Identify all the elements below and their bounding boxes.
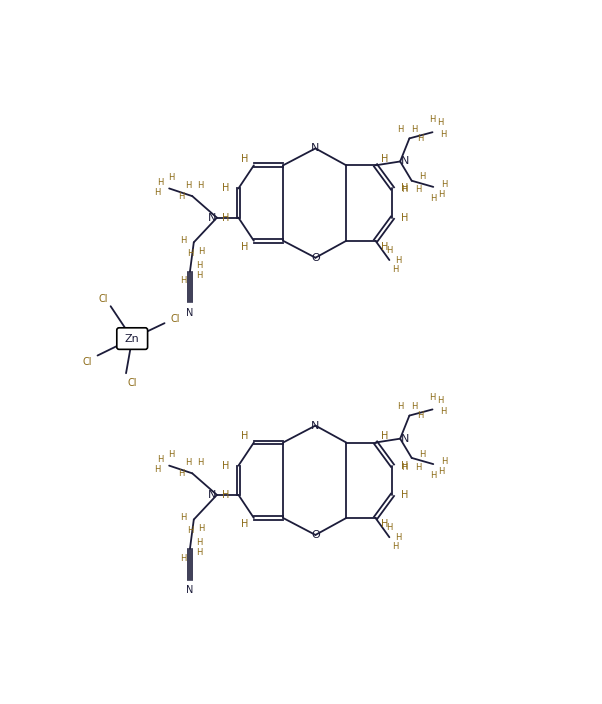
Text: N: N (311, 420, 320, 431)
Text: H: H (396, 533, 402, 542)
Text: H: H (420, 172, 426, 182)
Text: H: H (185, 181, 191, 190)
Text: H: H (181, 277, 187, 285)
Text: H: H (438, 190, 444, 199)
Text: H: H (180, 513, 186, 522)
Text: H: H (178, 469, 185, 478)
Text: H: H (241, 432, 248, 441)
Text: N: N (186, 308, 194, 318)
Text: H: H (223, 184, 230, 194)
Text: H: H (437, 118, 444, 127)
Text: H: H (386, 246, 393, 255)
Text: H: H (401, 184, 409, 194)
Text: H: H (169, 173, 175, 182)
Text: H: H (411, 402, 417, 411)
Text: Zn: Zn (125, 334, 140, 344)
Text: H: H (440, 130, 447, 139)
Text: N: N (400, 156, 409, 166)
Text: Cl: Cl (98, 294, 108, 303)
Text: H: H (397, 125, 403, 134)
Text: H: H (401, 490, 409, 500)
Text: H: H (401, 463, 407, 472)
Text: H: H (223, 460, 230, 471)
Text: H: H (381, 154, 388, 164)
Text: H: H (198, 247, 205, 256)
Text: H: H (196, 548, 202, 557)
Text: Cl: Cl (128, 378, 137, 388)
Text: H: H (155, 188, 161, 197)
Text: H: H (429, 393, 436, 401)
Text: H: H (386, 523, 393, 532)
Text: H: H (155, 465, 161, 474)
Text: N: N (400, 434, 409, 444)
Text: Cl: Cl (170, 314, 180, 325)
Text: H: H (197, 181, 203, 190)
Text: H: H (393, 265, 399, 274)
Text: O: O (311, 253, 320, 263)
Text: N: N (186, 585, 194, 596)
Text: H: H (187, 526, 193, 535)
Text: H: H (187, 249, 193, 258)
Text: H: H (420, 450, 426, 458)
Text: H: H (241, 519, 248, 529)
Text: H: H (181, 553, 187, 562)
Text: H: H (381, 519, 388, 529)
Text: N: N (208, 490, 217, 500)
Text: H: H (241, 242, 248, 252)
Text: H: H (178, 191, 185, 201)
Text: H: H (241, 154, 248, 164)
Text: H: H (438, 467, 444, 477)
Text: H: H (197, 458, 203, 467)
Text: H: H (440, 407, 447, 416)
Text: H: H (430, 194, 436, 203)
Text: H: H (157, 178, 163, 187)
Text: H: H (415, 463, 421, 472)
Text: H: H (196, 538, 202, 547)
Text: H: H (180, 237, 186, 245)
Text: Cl: Cl (82, 357, 92, 367)
Text: H: H (157, 455, 163, 464)
Text: H: H (401, 213, 409, 222)
Text: H: H (223, 490, 230, 500)
Text: H: H (430, 471, 436, 480)
Text: H: H (381, 432, 388, 441)
Text: H: H (169, 451, 175, 459)
Text: H: H (401, 185, 407, 194)
Text: H: H (441, 458, 447, 466)
Text: H: H (411, 125, 417, 134)
Text: N: N (311, 144, 320, 153)
Text: H: H (429, 115, 436, 125)
Text: H: H (393, 542, 399, 551)
Text: H: H (437, 396, 444, 405)
Text: H: H (417, 411, 423, 420)
Text: H: H (381, 242, 388, 252)
Text: H: H (198, 524, 205, 533)
FancyBboxPatch shape (117, 328, 147, 349)
Text: H: H (397, 402, 403, 411)
Text: O: O (311, 530, 320, 540)
Text: H: H (196, 271, 202, 280)
Text: H: H (417, 134, 423, 143)
Text: H: H (185, 458, 191, 467)
Text: H: H (441, 180, 447, 189)
Text: H: H (401, 460, 409, 471)
Text: H: H (415, 185, 421, 194)
Text: H: H (223, 213, 230, 222)
Text: N: N (208, 213, 217, 222)
Text: H: H (396, 256, 402, 265)
Text: H: H (196, 261, 202, 270)
